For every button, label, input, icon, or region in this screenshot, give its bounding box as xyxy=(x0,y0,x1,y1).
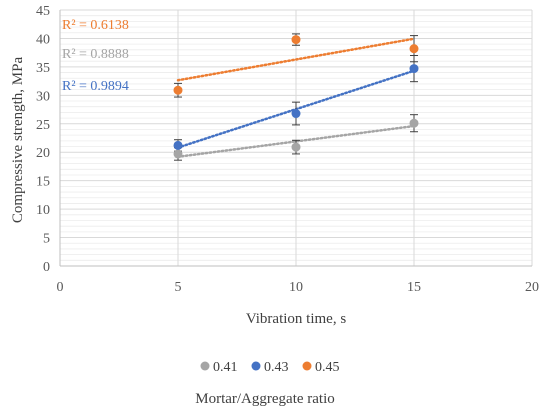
data-point-0.41 xyxy=(291,142,301,152)
legend-marker-0.41 xyxy=(200,361,210,371)
data-point-0.45 xyxy=(291,35,301,45)
data-point-0.45 xyxy=(173,85,183,95)
data-point-0.43 xyxy=(173,140,183,150)
legend-label-0.41: 0.41 xyxy=(213,360,238,375)
legend-marker-0.45 xyxy=(302,361,312,371)
r2-label-0.43: R² = 0.9894 xyxy=(62,79,129,94)
y-tick-label: 25 xyxy=(36,118,50,133)
y-tick-label: 30 xyxy=(36,89,50,104)
x-axis-title: Vibration time, s xyxy=(246,311,346,327)
x-tick-label: 15 xyxy=(407,280,421,295)
r2-labels: R² = 0.8888 R² = 0.9894 R² = 0.6138 xyxy=(62,18,129,94)
legend: 0.41 0.43 0.45 xyxy=(200,360,340,375)
y-tick-label: 35 xyxy=(36,61,50,76)
data-point-0.41 xyxy=(409,118,419,128)
y-tick-label: 15 xyxy=(36,175,50,190)
data-point-0.43 xyxy=(409,64,419,74)
y-tick-label: 20 xyxy=(36,146,50,161)
y-tick-label: 40 xyxy=(36,32,50,47)
legend-title: Mortar/Aggregate ratio xyxy=(195,391,335,407)
y-axis-title: Compressive strength, MPa xyxy=(10,57,26,224)
legend-marker-0.43 xyxy=(251,361,261,371)
legend-label-0.43: 0.43 xyxy=(264,360,289,375)
x-tick-label: 0 xyxy=(57,280,64,295)
x-tick-label: 5 xyxy=(175,280,182,295)
data-point-0.43 xyxy=(291,109,301,119)
x-tick-label: 10 xyxy=(289,280,303,295)
y-tick-label: 0 xyxy=(43,260,50,275)
y-tick-label: 10 xyxy=(36,203,50,218)
legend-label-0.45: 0.45 xyxy=(315,360,340,375)
r2-label-0.45: R² = 0.6138 xyxy=(62,18,129,33)
axes: 0 5 10 15 20 25 30 35 40 45 0 5 10 15 20 xyxy=(36,4,539,295)
y-tick-label: 5 xyxy=(43,232,50,247)
trendline-0.45 xyxy=(176,37,416,82)
x-tick-label: 20 xyxy=(525,280,539,295)
data-point-0.45 xyxy=(409,44,419,54)
data-point-0.41 xyxy=(173,149,183,159)
grid-lines xyxy=(59,9,533,267)
y-tick-label: 45 xyxy=(36,4,50,19)
r2-label-0.41: R² = 0.8888 xyxy=(62,47,129,62)
data-points xyxy=(173,35,419,159)
